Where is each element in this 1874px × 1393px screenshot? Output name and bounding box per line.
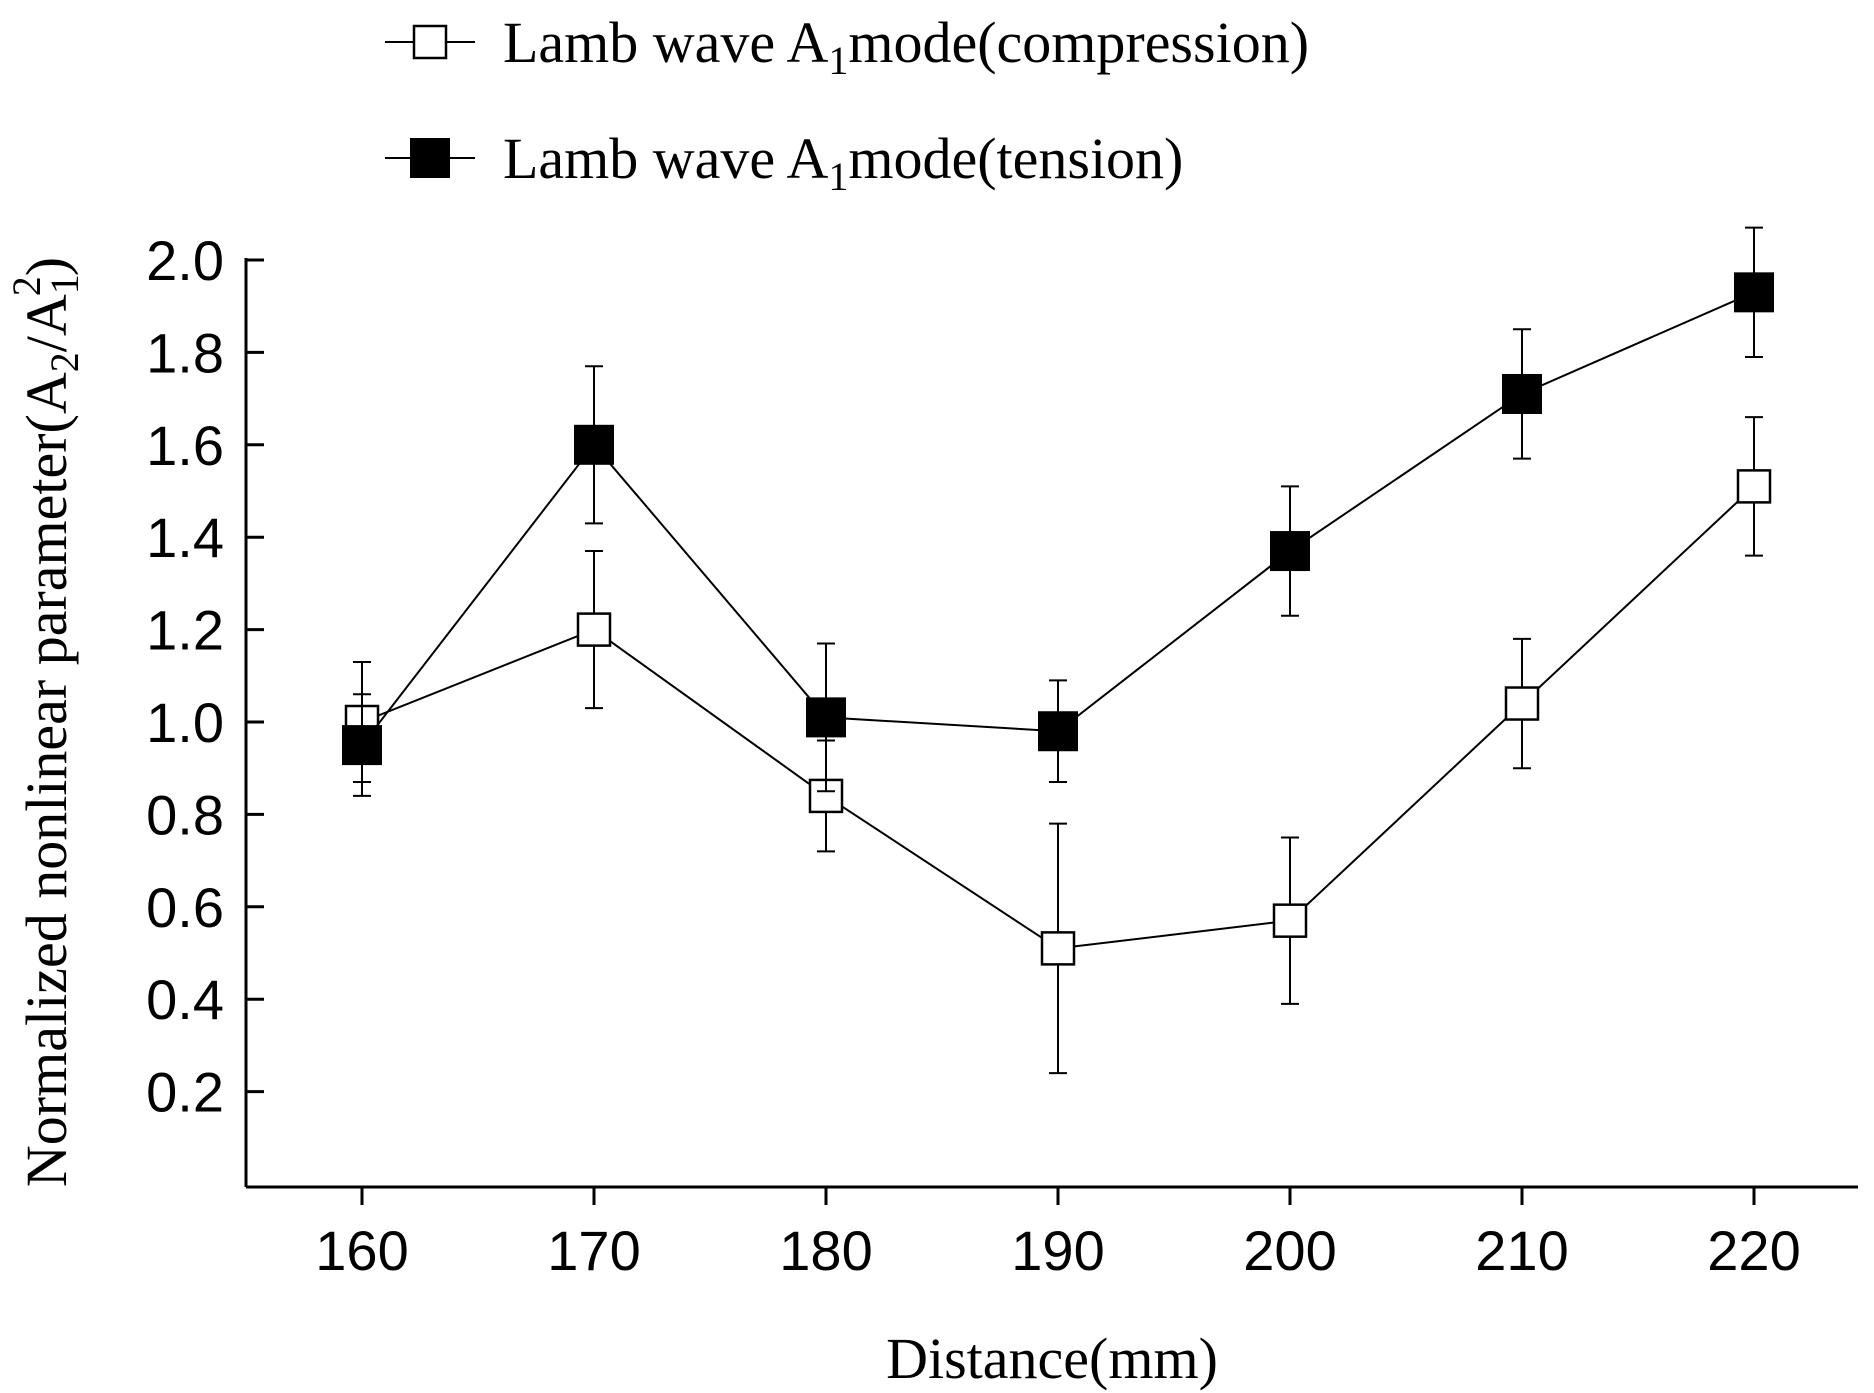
y-tick-label-1.4: 1.4 <box>146 506 224 569</box>
y-tick-label-1.0: 1.0 <box>146 691 224 754</box>
point-tension-210 <box>1502 373 1542 414</box>
series-line-tension <box>361 291 1755 746</box>
point-tension-200 <box>1270 531 1310 572</box>
legend: Lamb wave A1mode(compression) Lamb wave … <box>385 10 1309 199</box>
x-tick-label-170: 170 <box>547 1219 640 1282</box>
x-tick-label-220: 220 <box>1707 1219 1800 1282</box>
point-tension-170 <box>574 424 614 465</box>
legend-entry-compression: Lamb wave A1mode(compression) <box>385 10 1309 83</box>
legend-label-tension: Lamb wave A1mode(tension) <box>503 126 1183 199</box>
y-ticks: 0.2 0.4 0.6 0.8 1.0 1.2 1.4 1.6 1.8 2.0 <box>146 229 264 1124</box>
point-tension-180 <box>806 697 846 738</box>
y-tick-label-1.8: 1.8 <box>146 321 224 384</box>
point-tension-190 <box>1038 711 1078 752</box>
x-tick-label-190: 190 <box>1011 1219 1104 1282</box>
y-axis-title: Normalized nonlinear parameter(A2/A12) <box>4 257 87 1187</box>
point-compression-210 <box>1504 686 1540 721</box>
x-tick-label-160: 160 <box>315 1219 408 1282</box>
y-tick-label-1.2: 1.2 <box>146 599 224 662</box>
y-tick-label-2.0: 2.0 <box>146 229 224 292</box>
legend-marker-tension <box>410 138 450 178</box>
y-tick-label-0.2: 0.2 <box>146 1061 224 1124</box>
y-tick-label-0.4: 0.4 <box>146 968 224 1031</box>
point-compression-200 <box>1272 903 1308 938</box>
x-tick-label-180: 180 <box>779 1219 872 1282</box>
legend-entry-tension: Lamb wave A1mode(tension) <box>385 126 1183 199</box>
y-tick-label-0.6: 0.6 <box>146 876 224 939</box>
x-axis-title: Distance(mm) <box>886 1326 1218 1391</box>
point-tension-220 <box>1734 272 1774 313</box>
point-compression-220 <box>1736 469 1772 504</box>
x-tick-label-200: 200 <box>1243 1219 1336 1282</box>
legend-label-compression: Lamb wave A1mode(compression) <box>503 10 1309 83</box>
legend-marker-compression <box>412 24 448 60</box>
x-tick-label-210: 210 <box>1475 1219 1568 1282</box>
y-tick-label-1.6: 1.6 <box>146 414 224 477</box>
point-compression-170 <box>576 612 612 647</box>
point-tension-160 <box>342 725 382 766</box>
y-tick-label-0.8: 0.8 <box>146 783 224 846</box>
point-compression-190 <box>1040 931 1076 966</box>
plot-area <box>342 226 1774 1075</box>
series-tension <box>342 226 1774 797</box>
x-ticks: 160 170 180 190 200 210 220 <box>315 1187 1801 1282</box>
